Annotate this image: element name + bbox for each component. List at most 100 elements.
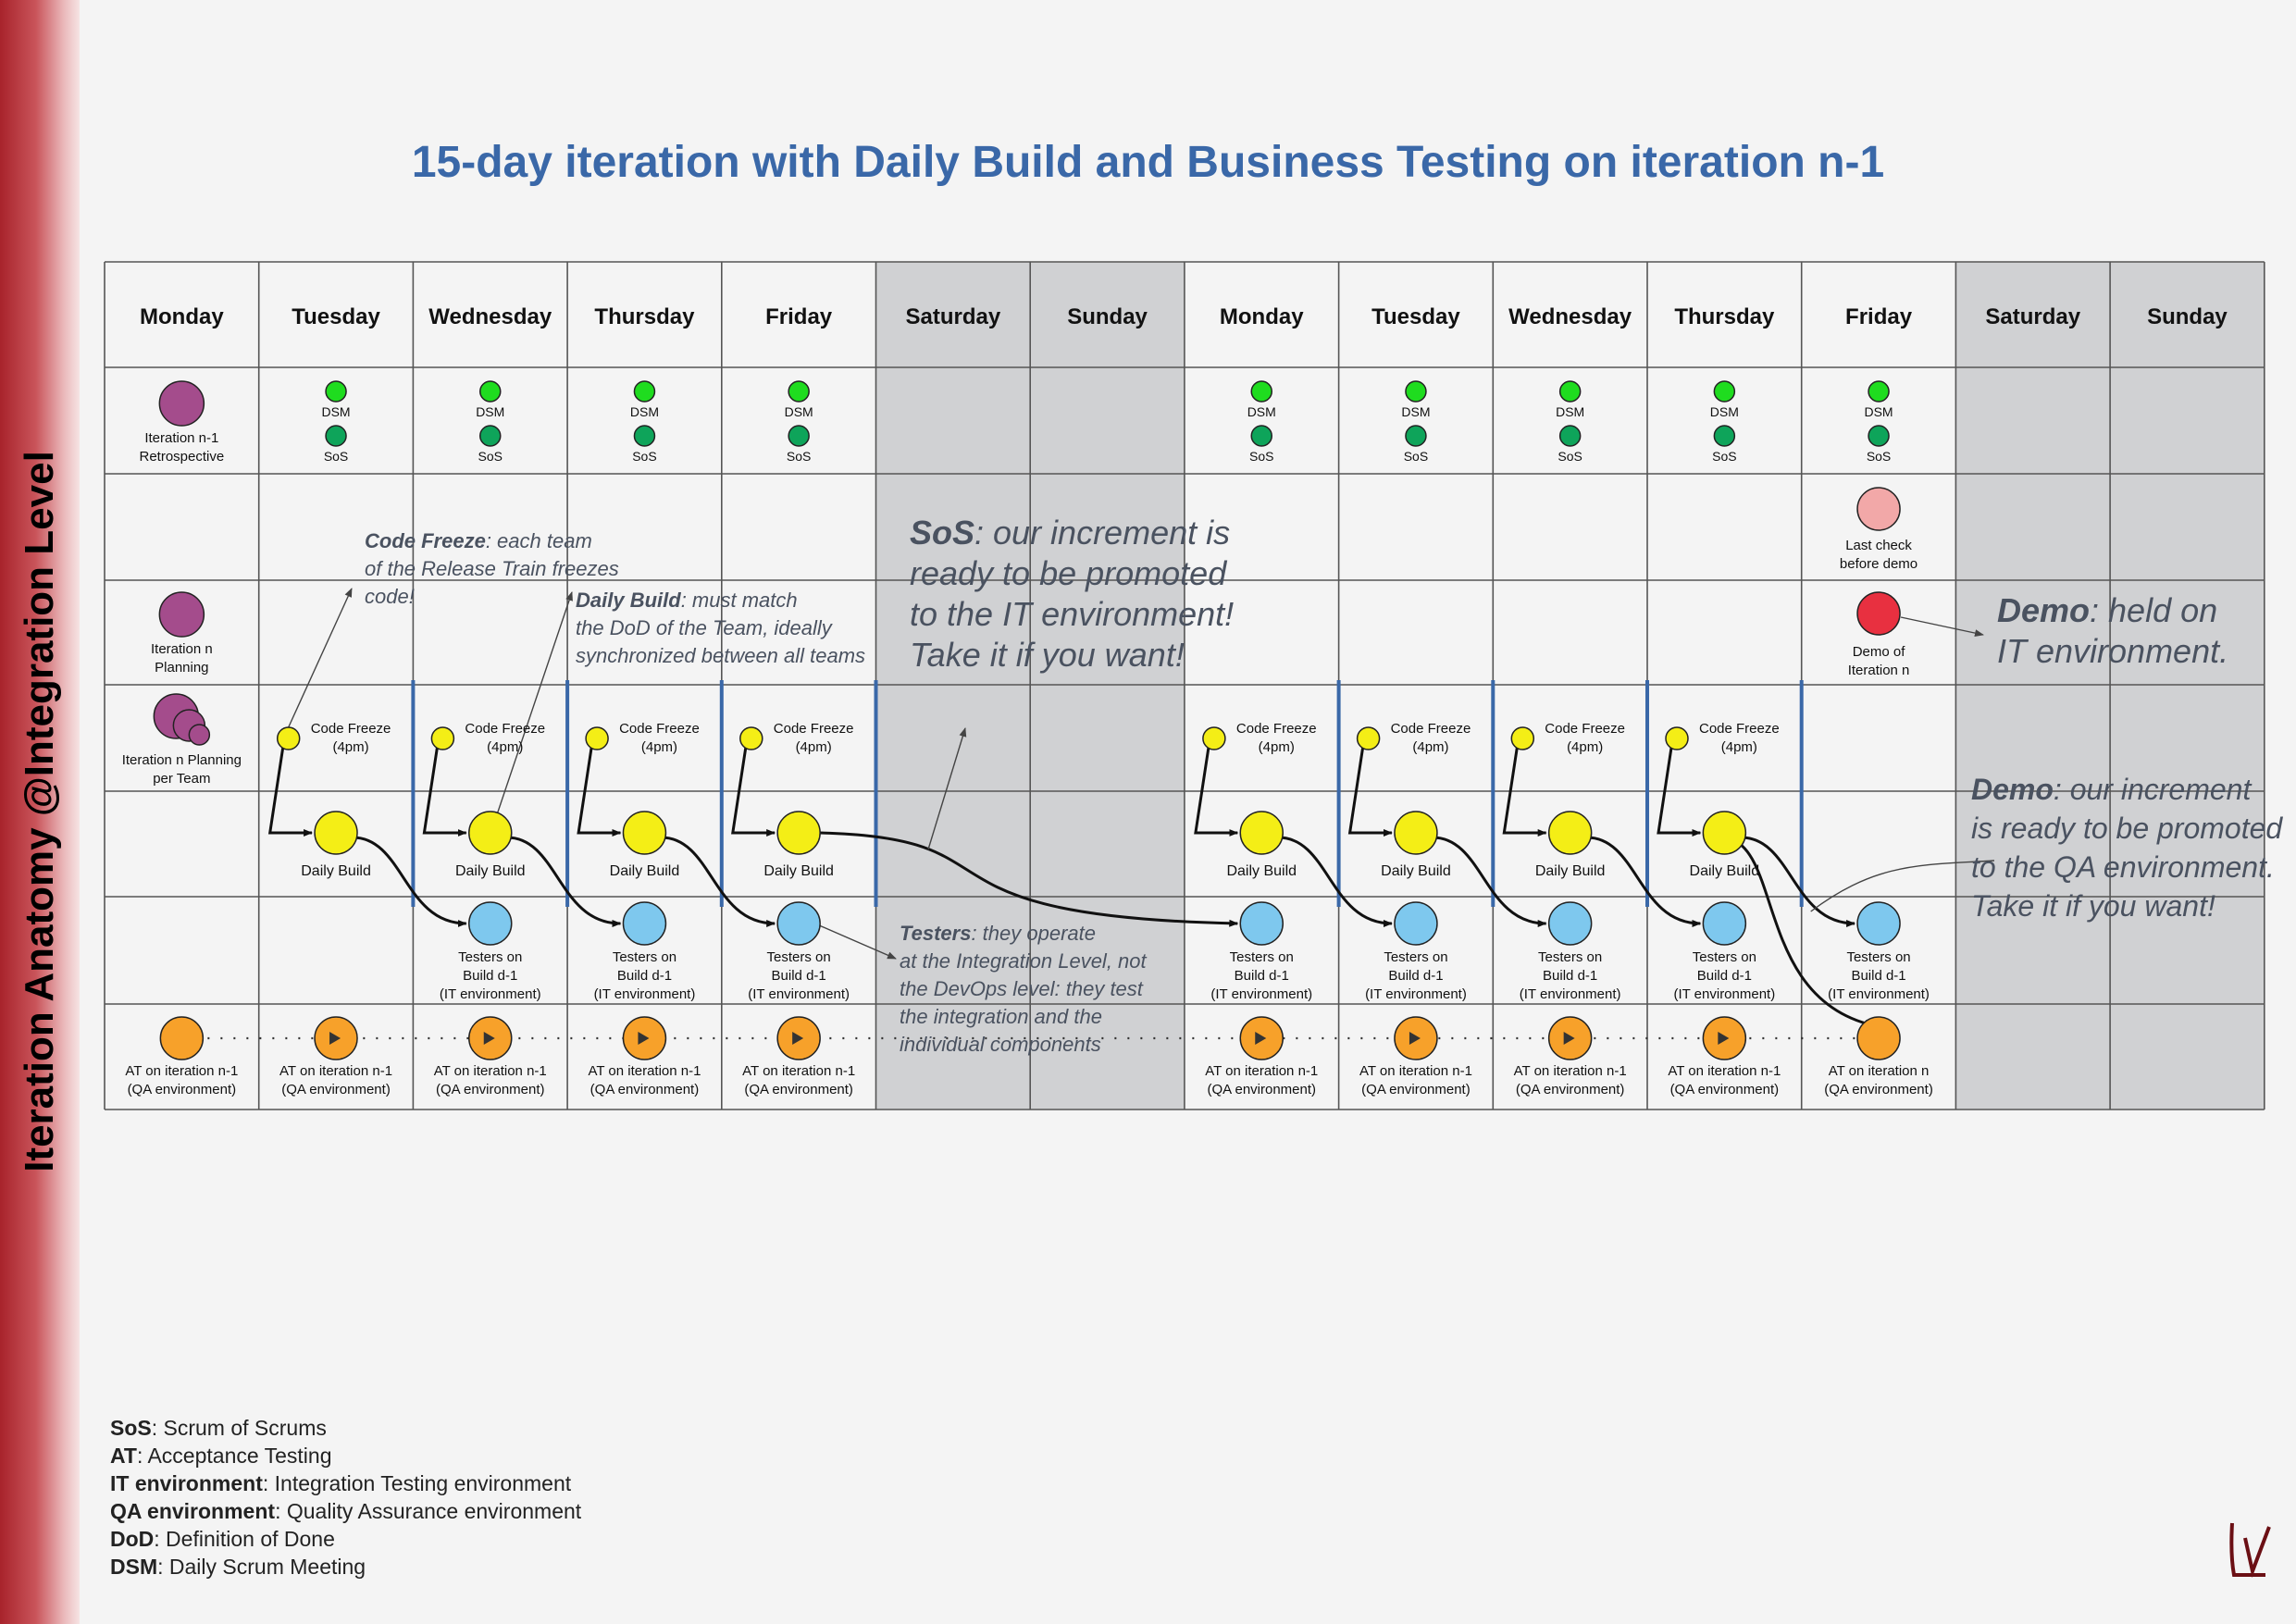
day-header: Saturday	[905, 304, 1000, 329]
retrospective-label: Iteration n-1	[144, 430, 218, 446]
sidebar: Iteration Anatomy @Integration Level	[0, 0, 80, 1624]
testers-label: Build d-1	[1235, 968, 1289, 984]
code-freeze-to-build-line	[1657, 747, 1702, 837]
testers-note-line: the integration and the	[900, 1005, 1102, 1028]
last-check-label: Last check	[1845, 538, 1912, 553]
daily-build-label: Daily Build	[1381, 863, 1451, 879]
testers-label: Testers on	[1538, 949, 1602, 965]
code-freeze-note-line: code!	[365, 585, 415, 608]
acceptance-testing-label: (QA environment)	[1824, 1082, 1933, 1097]
acceptance-testing-label: AT on iteration n-1	[434, 1063, 547, 1079]
testers-note-line: individual components	[900, 1033, 1101, 1056]
acceptance-testing-label: (QA environment)	[1361, 1082, 1471, 1097]
day-header: Saturday	[1985, 304, 2080, 329]
daily-build-label: Daily Build	[610, 863, 680, 879]
dsm-label: DSM	[1710, 404, 1739, 419]
sos-note-line: ready to be promoted	[910, 554, 1227, 592]
legend-definition: : Acceptance Testing	[136, 1444, 332, 1468]
testers-node	[1856, 901, 1901, 946]
testers-label: Testers on	[1230, 949, 1294, 965]
demo-qa-pointer	[1810, 860, 1995, 912]
legend-item: IT environment: Integration Testing envi…	[110, 1469, 581, 1497]
sos-label: SoS	[478, 449, 503, 464]
dsm-label: DSM	[1556, 404, 1584, 419]
acceptance-testing-label: (QA environment)	[1670, 1082, 1780, 1097]
dsm-node	[1558, 380, 1582, 403]
day-header: Monday	[1220, 304, 1304, 329]
build-to-testers-line	[1741, 836, 1856, 927]
dsm-label: DSM	[1401, 404, 1430, 419]
build-to-testers-line	[353, 836, 467, 927]
acceptance-testing-node	[1856, 1016, 1901, 1060]
play-icon	[329, 1032, 341, 1045]
acceptance-testing-label: AT on iteration n-1	[1359, 1063, 1472, 1079]
team-planning-node	[188, 724, 211, 746]
sos-node	[479, 425, 502, 447]
testers-label: Testers on	[613, 949, 676, 965]
sos-label: SoS	[1404, 449, 1428, 464]
code-freeze-label: Code Freeze	[1545, 721, 1625, 737]
daily-build-label: Daily Build	[763, 863, 834, 879]
planning-label: Planning	[155, 660, 208, 676]
daily-build-label: Daily Build	[1690, 863, 1760, 879]
testers-label: (IT environment)	[1673, 986, 1775, 1002]
acceptance-testing-label: (QA environment)	[1516, 1082, 1625, 1097]
dsm-node	[1405, 380, 1427, 403]
day-header: Sunday	[2147, 304, 2228, 329]
legend-item: QA environment: Quality Assurance enviro…	[110, 1497, 581, 1525]
sos-label: SoS	[1558, 449, 1582, 464]
annotation-keyword: Code Freeze	[365, 529, 486, 552]
testers-label: Build d-1	[772, 968, 826, 984]
code-freeze-label: Code Freeze	[774, 721, 854, 737]
annotation-keyword: Demo	[1971, 773, 2054, 806]
demo-qa-note-line: Take it if you want!	[1971, 889, 2215, 923]
code-freeze-node	[739, 726, 763, 750]
day-header: Wednesday	[428, 304, 552, 329]
dsm-label: DSM	[321, 404, 350, 419]
daily-build-note-line: synchronized between all teams	[576, 644, 865, 667]
daily-build-node	[1239, 811, 1284, 855]
annotation-text: : must match	[681, 589, 798, 612]
weekend-column	[875, 262, 1031, 1110]
code-freeze-label: (4pm)	[332, 739, 368, 755]
acceptance-testing-label: (QA environment)	[1207, 1082, 1316, 1097]
testers-node	[622, 901, 667, 946]
day-header: Friday	[765, 304, 833, 329]
sos-note-line: Take it if you want!	[910, 636, 1185, 674]
sos-pointer	[927, 727, 967, 850]
testers-label: Testers on	[1846, 949, 1910, 965]
code-freeze-label: Code Freeze	[1699, 721, 1780, 737]
play-icon	[1718, 1032, 1730, 1045]
code-freeze-label: Code Freeze	[311, 721, 391, 737]
sos-note-line: to the IT environment!	[910, 595, 1234, 633]
play-icon	[638, 1032, 650, 1045]
legend-term: IT environment	[110, 1471, 263, 1495]
code-freeze-to-build-line	[1194, 747, 1239, 837]
acceptance-testing-label: AT on iteration n-1	[279, 1063, 392, 1079]
day-header: Thursday	[594, 304, 695, 329]
daily-build-node	[622, 811, 667, 855]
testers-label: Build d-1	[1388, 968, 1443, 984]
weekend-column	[1955, 262, 2111, 1110]
annotation-text: : held on	[2090, 591, 2217, 629]
dsm-label: DSM	[1247, 404, 1276, 419]
day-header: Sunday	[1067, 304, 1148, 329]
testers-label: (IT environment)	[748, 986, 850, 1002]
testers-note: Testers: they operate	[900, 922, 1096, 945]
legend-definition: : Scrum of Scrums	[151, 1416, 327, 1440]
day-header: Thursday	[1674, 304, 1775, 329]
testers-node	[1547, 901, 1593, 946]
demo-qa-note-line: to the QA environment.	[1971, 850, 2275, 884]
testers-label: (IT environment)	[1828, 986, 1930, 1002]
dsm-label: DSM	[1864, 404, 1893, 419]
last-check-node	[1856, 487, 1901, 531]
testers-label: Testers on	[1384, 949, 1447, 965]
retrospective-node	[158, 380, 205, 427]
planning-node	[158, 591, 205, 638]
acceptance-testing-node	[159, 1016, 205, 1060]
code-freeze-node	[1665, 726, 1689, 750]
daily-build-node	[1702, 811, 1747, 855]
code-freeze-pointer	[288, 588, 353, 728]
legend-definition: : Quality Assurance environment	[275, 1499, 582, 1523]
